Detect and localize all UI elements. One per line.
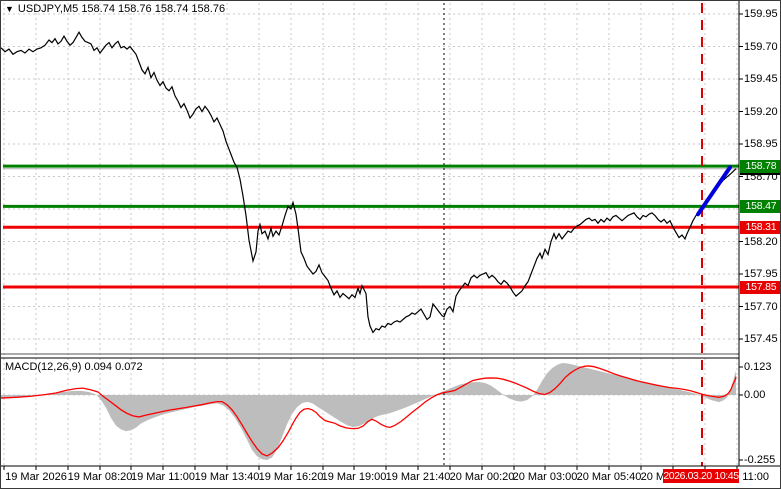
time-axis-label: 19 Mar 13:40 <box>194 471 260 483</box>
macd-axis-label: 0.00 <box>744 389 766 401</box>
symbol-name: USDJPY,M5 <box>17 3 79 15</box>
macd-value-main: 0.094 <box>84 361 113 373</box>
time-axis-label: 19 Mar 2026 <box>5 471 67 483</box>
price-axis-label: 159.45 <box>744 73 778 85</box>
macd-value-signal: 0.072 <box>115 361 143 373</box>
price-axis-label: 158.20 <box>744 235 778 248</box>
price-axis-label: 157.95 <box>744 268 778 280</box>
time-axis-label: 19 Mar 08:20 <box>67 471 133 483</box>
price-axis-badge: 158.31 <box>740 220 780 234</box>
price-axis-label: 158.95 <box>744 138 778 150</box>
time-axis-label: 19 Mar 21:40 <box>385 471 451 483</box>
macd-histogram <box>1 363 736 461</box>
time-axis-label: 19 Mar 16:20 <box>258 471 324 483</box>
price-axis-badge: 157.85 <box>740 280 780 294</box>
price-axis-label: 159.70 <box>744 40 778 53</box>
price-axis-label: 159.20 <box>744 105 778 118</box>
chevron-down-icon[interactable]: ▼ <box>5 4 14 14</box>
macd-signal-line <box>1 365 737 457</box>
price-axis-label: 157.70 <box>744 300 778 313</box>
macd-axis-label: 0.123 <box>744 361 772 373</box>
time-axis-label: 19 Mar 11:00 <box>130 471 195 483</box>
price-axis-label: 157.45 <box>744 333 778 345</box>
time-axis-badge: 2026.03.20 10:45 <box>663 469 739 483</box>
price-axis-label: 159.95 <box>744 8 778 20</box>
price-line <box>1 30 737 334</box>
macd-name: MACD(12,26,9) <box>5 361 82 373</box>
trend-arrow <box>696 165 732 217</box>
symbol-ohlc-label: ▼ USDJPY,M5 158.74 158.76 158.74 158.76 <box>5 3 225 15</box>
price-axis-badge: 158.47 <box>740 199 780 213</box>
time-axis-label: 20 Mar 00:20 <box>449 471 515 483</box>
macd-axis-label: -0.255 <box>744 454 776 466</box>
price-axis-badge: 158.78 <box>740 159 780 173</box>
ohlc-values: 158.74 158.76 158.74 158.76 <box>81 3 226 15</box>
macd-indicator-label: MACD(12,26,9) 0.094 0.072 <box>5 361 143 373</box>
time-axis-label: 20 Mar 05:40 <box>576 471 642 483</box>
time-axis-label: 20 Mar 03:00 <box>512 471 578 483</box>
time-axis-label: 19 Mar 19:00 <box>321 471 387 483</box>
